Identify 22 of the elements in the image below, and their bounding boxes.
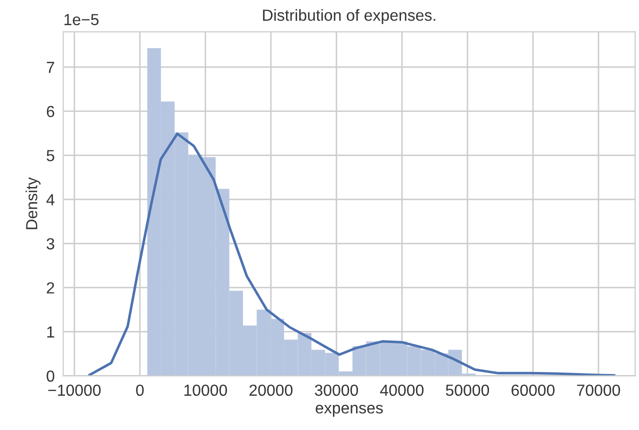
y-tick-label: 4: [46, 194, 54, 206]
y-tick-label: 1: [47, 326, 54, 338]
y-tick-label: 5: [46, 150, 54, 162]
y-tick-label: 0: [46, 370, 54, 382]
text: 1e−5: [64, 14, 99, 26]
x-axis-title: expenses: [316, 404, 383, 417]
x-tick-label: 70000: [577, 384, 620, 396]
x-tick-label: 10000: [184, 384, 228, 396]
line-series: [88, 132, 616, 376]
x-tick-label: 30000: [314, 384, 358, 396]
x-tick-label: 50000: [446, 384, 490, 396]
x-tick-label: 40000: [380, 384, 424, 396]
y-tick-label: 3: [46, 238, 54, 250]
y-tick-label: 2: [46, 282, 54, 294]
y-tick-label: 6: [46, 106, 54, 118]
x-tick-label: −10000: [48, 384, 101, 396]
x-tick-label: 60000: [512, 384, 555, 396]
chart-title: Distribution of expenses.: [263, 9, 436, 24]
y-tick-label: 7: [46, 62, 54, 73]
y-axis-title: Density: [26, 177, 40, 230]
x-tick-label: 0: [136, 384, 144, 396]
x-tick-label: 20000: [250, 384, 293, 396]
